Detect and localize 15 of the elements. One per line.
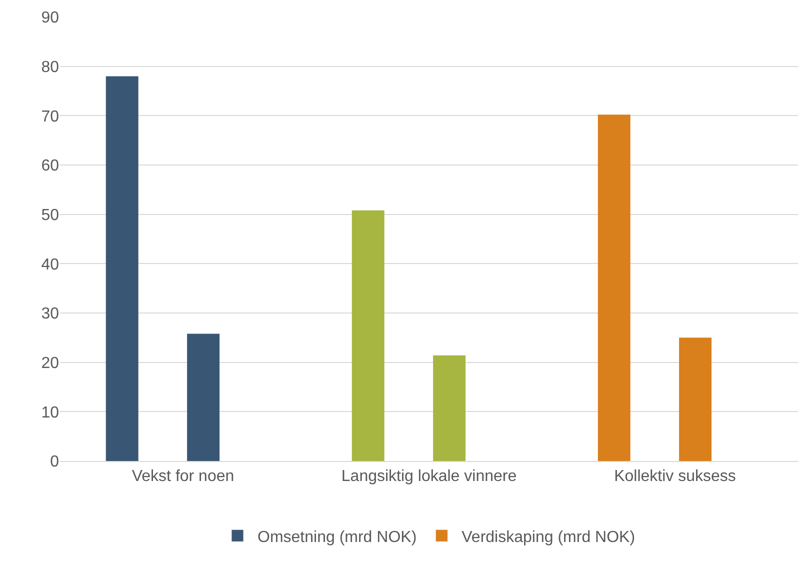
y-tick-label: 60 xyxy=(41,158,60,175)
x-tick-label: Vekst for noen xyxy=(132,468,234,486)
y-tick-label: 80 xyxy=(41,58,60,76)
y-tick-label: 30 xyxy=(41,306,60,323)
y-tick-label: 90 xyxy=(41,10,60,27)
y-tick-label: 10 xyxy=(41,404,60,422)
x-tick-label: Langsiktig lokale vinnere xyxy=(341,468,517,486)
y-tick-label: 40 xyxy=(41,256,60,274)
legend-label: Verdiskaping (mrd NOK) xyxy=(462,528,636,546)
legend-label: Omsetning (mrd NOK) xyxy=(258,528,417,546)
y-tick-label: 50 xyxy=(41,206,60,224)
y-tick-label: 70 xyxy=(41,108,60,126)
y-tick-label: 0 xyxy=(50,454,60,471)
y-tick-label: 20 xyxy=(41,354,60,372)
x-tick-label: Kollektiv suksess xyxy=(614,468,736,486)
